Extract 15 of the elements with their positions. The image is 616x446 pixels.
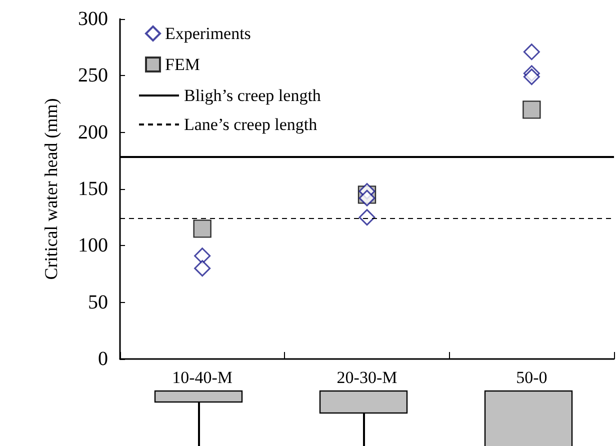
y-axis-title: Critical water head (mm) [41,98,61,280]
legend-label: Experiments [165,24,251,43]
legend-label: Bligh’s creep length [184,86,322,105]
y-tick-label: 0 [98,348,108,370]
y-tick-label: 100 [78,234,108,257]
y-tick-label: 200 [78,121,108,144]
y-tick-label: 50 [88,291,108,314]
legend-label: FEM [165,55,200,74]
y-tick-label: 300 [78,8,108,30]
y-tick-label: 250 [78,64,108,87]
x-tick-label: 10-40-M [172,368,233,387]
legend-label: Lane’s creep length [184,115,318,134]
y-tick-label: 150 [78,178,108,200]
x-tick-label: 20-30-M [336,368,398,387]
x-tick-label: 50-0 [516,368,548,387]
